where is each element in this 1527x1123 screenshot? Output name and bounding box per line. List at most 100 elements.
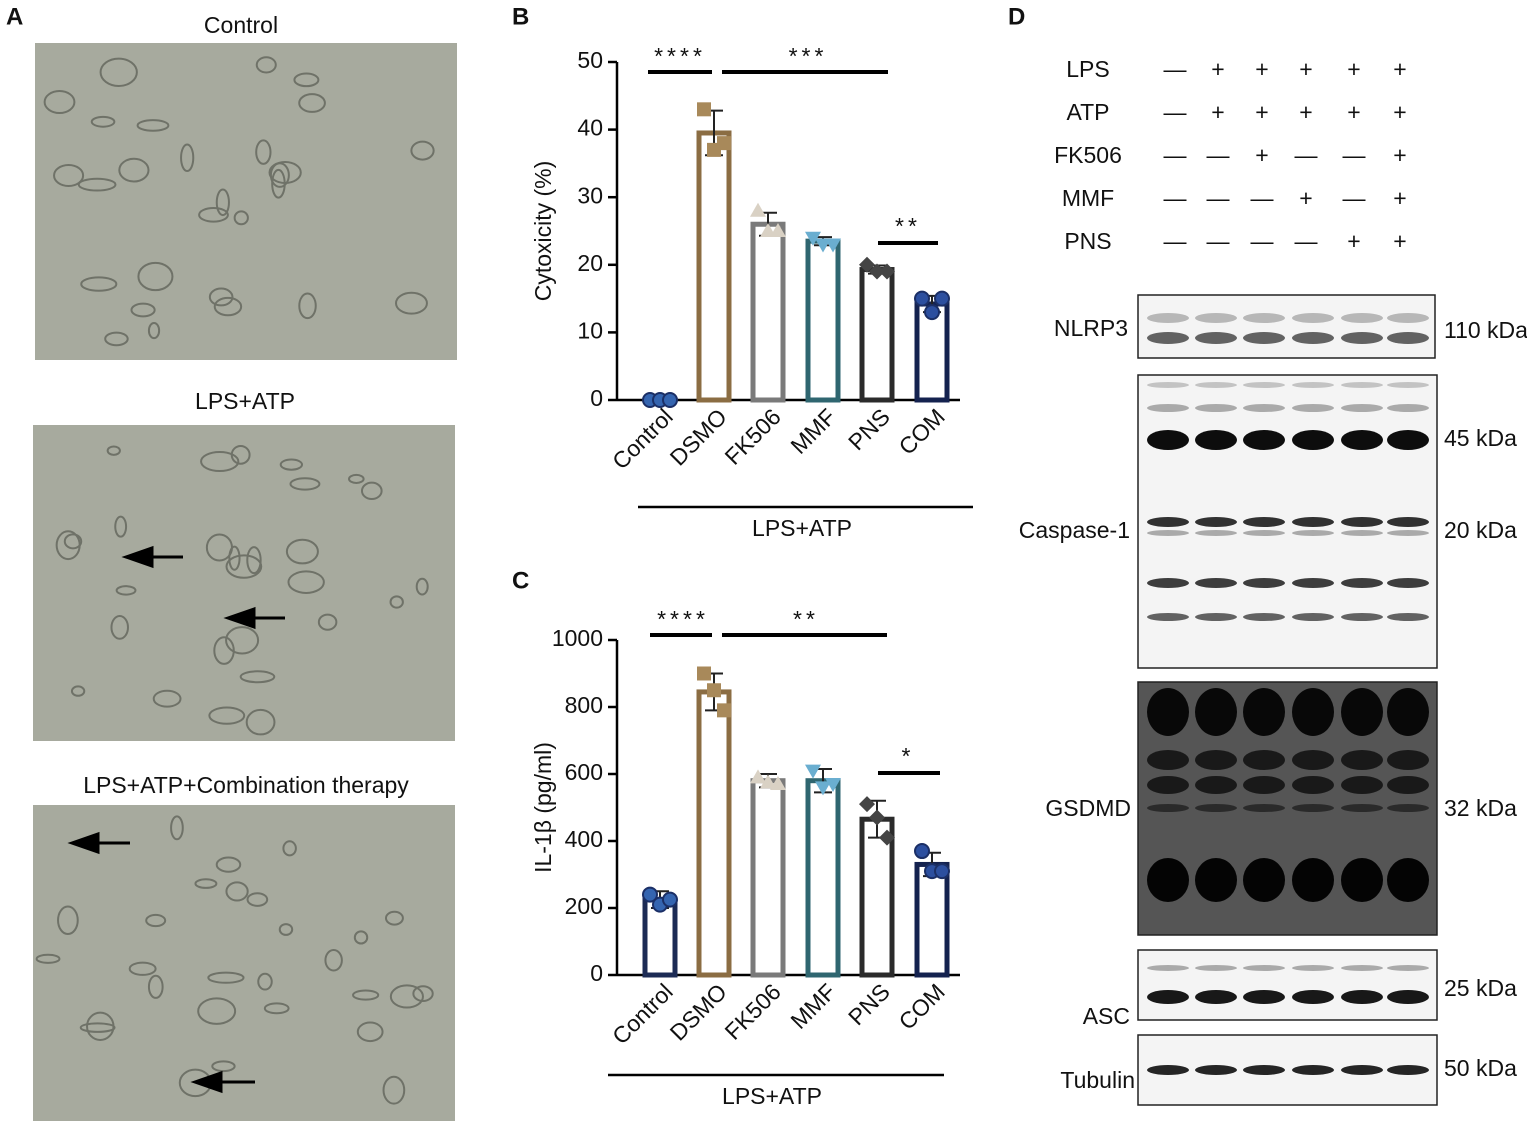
treatment-sign: — — [1295, 228, 1318, 254]
blot-band — [1387, 990, 1429, 1004]
blot-band — [1292, 313, 1334, 323]
blot-band — [1292, 517, 1334, 527]
cell — [356, 1021, 384, 1043]
blot-band — [1195, 404, 1237, 412]
treatment-sign: — — [1164, 228, 1187, 254]
bar — [750, 221, 786, 403]
photo-title: LPS+ATP — [195, 388, 295, 414]
blot-band — [1387, 530, 1429, 536]
data-point — [770, 776, 786, 791]
blot-band — [1387, 382, 1429, 388]
cell — [239, 670, 276, 684]
cell — [200, 450, 240, 473]
blot-band — [1243, 578, 1285, 588]
blot-band — [1195, 332, 1237, 344]
cell — [147, 974, 164, 999]
cell — [298, 93, 326, 113]
data-point — [914, 843, 930, 860]
blot-band — [1341, 613, 1383, 621]
blot-band — [1292, 578, 1334, 588]
blot-band — [1292, 750, 1334, 770]
cell — [104, 331, 129, 347]
blot-band — [1341, 990, 1383, 1004]
cell — [282, 840, 297, 857]
cell — [215, 188, 230, 217]
cell — [245, 708, 276, 736]
cell — [293, 72, 320, 88]
panel-letter: D — [1008, 3, 1025, 30]
y-tick-label: 1000 — [552, 625, 603, 651]
cell — [180, 143, 195, 173]
blot-band — [1341, 965, 1383, 971]
data-point — [859, 256, 875, 273]
cell — [348, 473, 365, 484]
blot-band — [1243, 517, 1285, 527]
treatment-sign: — — [1207, 185, 1230, 211]
cell — [415, 577, 429, 596]
blot-band — [1147, 382, 1189, 388]
kda-label: 50 kDa — [1444, 1055, 1517, 1081]
blot-band — [1147, 517, 1189, 527]
cell — [86, 1011, 115, 1041]
data-point — [717, 136, 731, 151]
y-axis-label: IL-1β (pg/ml) — [530, 742, 556, 873]
y-axis-label: Cytoxicity (%) — [530, 161, 556, 302]
treatment-label: FK506 — [1054, 142, 1122, 168]
bar — [805, 238, 841, 403]
cell — [225, 881, 249, 902]
cell — [255, 139, 272, 165]
blot-band — [1387, 776, 1429, 794]
blot-band — [1387, 688, 1429, 736]
blot-label: Tubulin — [1060, 1067, 1135, 1093]
blot-band — [1195, 750, 1237, 770]
data-point — [717, 703, 731, 718]
cell — [106, 445, 121, 456]
blot-band — [1195, 430, 1237, 450]
blot-band — [1147, 804, 1189, 812]
kda-label: 25 kDa — [1444, 975, 1517, 1001]
cell — [382, 1075, 406, 1105]
bar — [914, 861, 950, 978]
y-tick-label: 40 — [577, 115, 603, 141]
cell — [130, 302, 156, 318]
cell — [233, 210, 249, 226]
cell — [79, 1022, 116, 1033]
blot-band — [1243, 990, 1285, 1004]
blot-band — [1341, 578, 1383, 588]
blot-band — [1341, 858, 1383, 902]
significance: *** — [789, 43, 828, 69]
blot-band — [1341, 382, 1383, 388]
cell — [35, 953, 61, 964]
cell — [257, 972, 273, 991]
cell — [352, 989, 380, 1001]
bar — [750, 778, 786, 978]
bar — [805, 778, 841, 978]
y-tick-label: 800 — [565, 692, 603, 718]
cell — [228, 545, 241, 571]
cell — [110, 615, 129, 640]
kda-label: 32 kDa — [1444, 795, 1517, 821]
cell — [115, 585, 137, 596]
cell — [298, 292, 317, 320]
treatment-sign: + — [1393, 185, 1406, 211]
treatment-label: PNS — [1064, 228, 1111, 254]
blot-band — [1292, 613, 1334, 621]
treatment-sign: — — [1251, 228, 1274, 254]
significance: ** — [895, 213, 921, 239]
treatment-sign: + — [1393, 228, 1406, 254]
group-label: LPS+ATP — [752, 515, 852, 541]
cell — [246, 546, 262, 575]
cell — [136, 119, 170, 132]
cell — [128, 961, 157, 976]
arrows — [67, 545, 285, 1094]
blot-band — [1243, 404, 1285, 412]
blot-band — [1292, 1065, 1334, 1075]
blot-band — [1195, 776, 1237, 794]
blot-frame — [1137, 949, 1438, 1021]
cell — [255, 56, 277, 74]
treatment-sign: + — [1255, 99, 1268, 125]
blot-band — [1387, 613, 1429, 621]
blot-band — [1243, 688, 1285, 736]
data-point — [825, 238, 841, 253]
blot-band — [1341, 313, 1383, 323]
